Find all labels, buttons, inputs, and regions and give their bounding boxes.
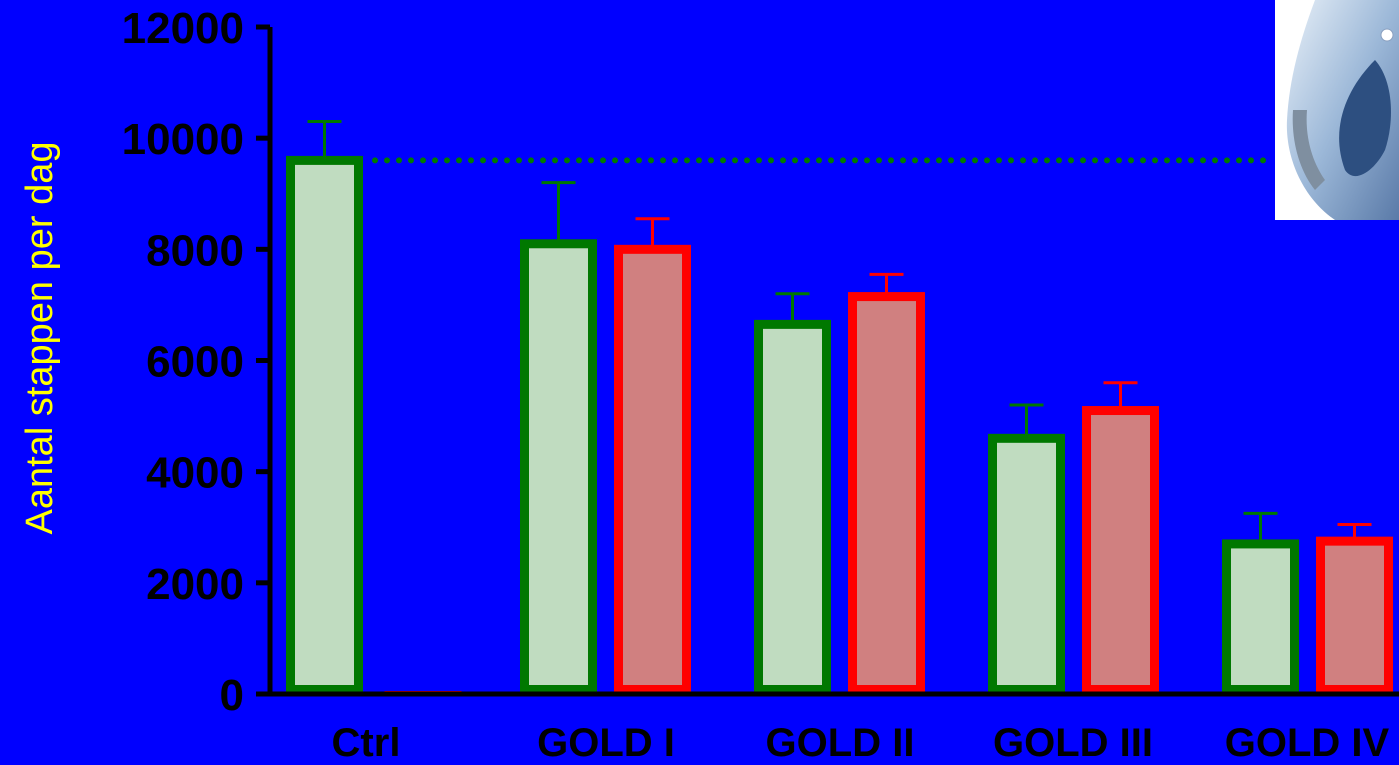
bar-s1-gold-i bbox=[520, 239, 597, 694]
y-tick-label-4000: 4000 bbox=[146, 449, 244, 498]
y-tick-label-8000: 8000 bbox=[146, 226, 244, 275]
bar-s2-gold-iv bbox=[1316, 536, 1393, 694]
pedometer-icon bbox=[1275, 0, 1399, 220]
bars-layer bbox=[286, 119, 1393, 695]
y-axis-label: Aantal stappen per dag bbox=[19, 142, 61, 535]
bar-s1-ctrl bbox=[286, 155, 363, 694]
bar-s1-gold-ii bbox=[754, 319, 831, 694]
y-tick-label-10000: 10000 bbox=[122, 115, 244, 164]
bar-s1-gold-iv bbox=[1222, 539, 1299, 694]
bar-s2-gold-i bbox=[614, 244, 691, 694]
axis-layer: 0 2000 4000 6000 8000 10000 12000 Ctrl GOLD I GOL… bbox=[122, 4, 1399, 765]
y-tick-label-0: 0 bbox=[220, 671, 244, 720]
y-tick-label-6000: 6000 bbox=[146, 338, 244, 387]
x-tick-label-gold-iii: GOLD III bbox=[993, 721, 1153, 760]
x-tick-label-gold-iv: GOLD IV bbox=[1225, 721, 1390, 760]
x-tick-label-gold-ii: GOLD II bbox=[766, 721, 915, 760]
y-tick-label-12000: 12000 bbox=[122, 4, 244, 53]
bar-s1-gold-iii bbox=[988, 433, 1065, 695]
y-tick-label-2000: 2000 bbox=[146, 560, 244, 609]
bar-s2-gold-iii bbox=[1082, 406, 1159, 694]
x-tick-label-gold-i: GOLD I bbox=[537, 721, 675, 760]
x-tick-label-ctrl: Ctrl bbox=[332, 721, 401, 760]
bar-s2-gold-ii bbox=[848, 292, 925, 694]
pedometer-drawing bbox=[1286, 0, 1399, 220]
